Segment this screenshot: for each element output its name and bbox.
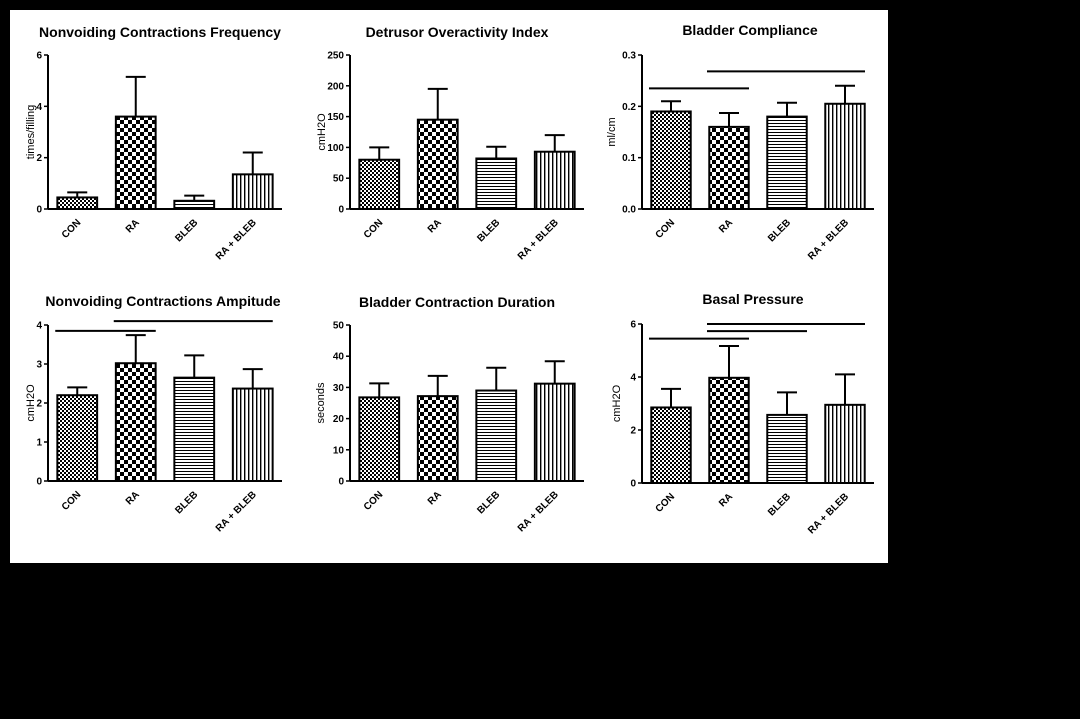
y-tick-label: 4 [36, 321, 42, 332]
category-label: CON [60, 489, 84, 513]
y-axis-label: seconds [315, 382, 327, 423]
bar-ra-bleb [231, 173, 274, 211]
y-tick-label: 0 [36, 477, 42, 488]
y-tick-label: 0.3 [622, 51, 636, 62]
bar-con [358, 396, 401, 482]
category-label: CON [362, 217, 386, 241]
y-tick-label: 150 [327, 112, 344, 123]
y-tick-label: 1 [36, 438, 42, 449]
bar-ra [416, 118, 459, 210]
category-label: RA + BLEB [806, 217, 851, 262]
category-label: RA [124, 217, 142, 235]
y-tick-label: 0 [338, 477, 344, 488]
y-tick-label: 0.0 [622, 205, 636, 216]
bar-ra [114, 115, 157, 210]
category-label: CON [362, 489, 386, 513]
chart-3: Bladder Compliance ml/cm 0.0 0.1 0.2 0.3 CON RA… [606, 22, 874, 262]
y-tick-label: 250 [327, 51, 344, 62]
chart-2: Detrusor Overactivity Index cmH2O 0 50 100 15… [316, 24, 584, 262]
category-label: RA [124, 489, 142, 507]
bar-bleb [766, 413, 808, 484]
chart-4: Nonvoiding Contractions Ampitude cmH2O 0 1 2… [25, 293, 282, 534]
category-label: RA [717, 491, 735, 509]
category-label: RA + BLEB [214, 217, 259, 262]
y-axis-label: cmH2O [611, 384, 623, 422]
bar-ra [114, 362, 157, 482]
chart-title: Basal Pressure [702, 291, 803, 307]
y-axis-label: ml/cm [606, 117, 618, 146]
category-label: BLEB [475, 489, 502, 516]
bar-ra [708, 376, 750, 485]
y-tick-label: 4 [36, 102, 42, 113]
y-tick-label: 30 [333, 383, 345, 394]
y-axis-label: cmH2O [316, 113, 328, 151]
category-label: CON [654, 491, 678, 515]
y-tick-label: 4 [630, 373, 636, 384]
category-label: RA + BLEB [516, 217, 561, 262]
category-label: RA [717, 217, 735, 235]
chart-5: Bladder Contraction Duration seconds 0 10 20… [315, 294, 584, 534]
category-label: RA [426, 489, 444, 507]
chart-title: Bladder Compliance [682, 22, 818, 38]
y-tick-label: 50 [333, 174, 345, 185]
y-tick-label: 2 [630, 426, 636, 437]
bar-bleb [173, 199, 216, 210]
bar-con [650, 110, 692, 210]
y-tick-label: 40 [333, 352, 345, 363]
bar-con [56, 394, 99, 483]
y-tick-label: 200 [327, 81, 344, 92]
y-tick-label: 0.2 [622, 102, 636, 113]
category-label: BLEB [173, 217, 200, 244]
y-tick-label: 20 [333, 414, 345, 425]
bar-ra [708, 125, 750, 210]
y-tick-label: 0 [630, 479, 636, 490]
bar-bleb [173, 376, 216, 482]
y-tick-label: 6 [630, 320, 636, 331]
chart-title: Nonvoiding Contractions Frequency [39, 24, 281, 40]
category-label: BLEB [766, 491, 793, 518]
y-tick-label: 2 [36, 399, 42, 410]
y-tick-label: 2 [36, 153, 42, 164]
bar-con [358, 158, 401, 210]
category-label: BLEB [173, 489, 200, 516]
bar-bleb [766, 115, 808, 210]
category-label: CON [60, 217, 84, 241]
bar-ra-bleb [231, 387, 274, 483]
bar-con [650, 406, 692, 485]
bar-con [56, 196, 99, 210]
chart-title: Detrusor Overactivity Index [366, 24, 549, 40]
chart-6: Basal Pressure cmH2O 0 2 4 6 CON RA BLEB RA + BLE… [611, 291, 874, 536]
y-tick-label: 6 [36, 51, 42, 62]
y-tick-label: 50 [333, 321, 345, 332]
y-tick-label: 3 [36, 360, 42, 371]
bar-ra-bleb [824, 102, 866, 210]
y-tick-label: 100 [327, 143, 344, 154]
category-label: BLEB [766, 217, 793, 244]
bar-bleb [475, 157, 518, 211]
bar-ra [416, 395, 459, 482]
y-tick-label: 0 [36, 205, 42, 216]
bar-ra-bleb [533, 150, 576, 211]
chart-title: Nonvoiding Contractions Ampitude [45, 293, 280, 309]
category-label: RA + BLEB [806, 491, 851, 536]
y-axis-label: cmH2O [25, 384, 37, 422]
category-label: RA + BLEB [516, 489, 561, 534]
category-label: CON [654, 217, 678, 241]
bar-bleb [475, 389, 518, 482]
y-tick-label: 0.1 [622, 153, 636, 164]
chart-title: Bladder Contraction Duration [359, 294, 555, 310]
bar-ra-bleb [533, 382, 576, 483]
bottom-black-margin [10, 563, 1070, 710]
y-axis-label: times/filling [25, 105, 37, 159]
bar-ra-bleb [824, 403, 866, 485]
category-label: RA + BLEB [214, 489, 259, 534]
category-label: RA [426, 217, 444, 235]
y-tick-label: 10 [333, 445, 345, 456]
category-label: BLEB [475, 217, 502, 244]
y-tick-label: 0 [338, 205, 344, 216]
chart-1: Nonvoiding Contractions Frequency times/f… [25, 24, 282, 262]
